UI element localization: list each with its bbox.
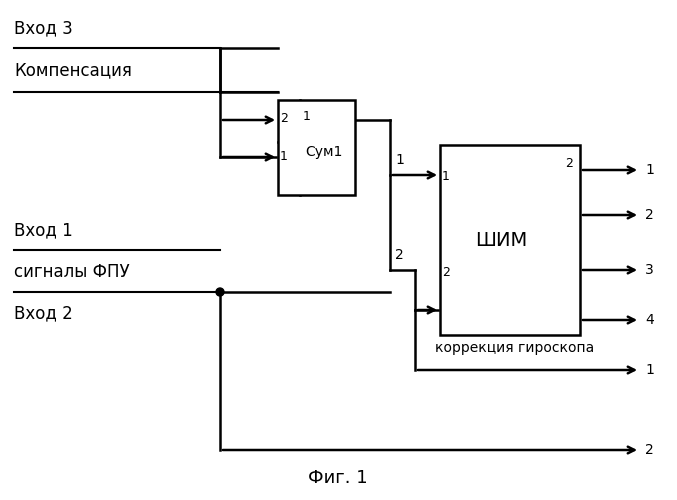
Text: 1: 1 [442, 170, 450, 183]
Bar [278, 100, 355, 195]
Text: 2: 2 [645, 443, 654, 457]
Text: Вход 3: Вход 3 [14, 19, 72, 37]
Bar [440, 145, 580, 335]
Text: 2: 2 [645, 208, 654, 222]
Text: 2: 2 [565, 157, 573, 170]
Text: 1: 1 [303, 110, 311, 123]
Text: 2: 2 [395, 248, 403, 262]
Text: сигналы ФПУ: сигналы ФПУ [14, 263, 129, 281]
Text: ШИМ: ШИМ [475, 230, 527, 250]
Text: 1: 1 [395, 153, 404, 167]
Text: Вход 2: Вход 2 [14, 304, 72, 322]
Text: Сум1: Сум1 [305, 145, 343, 159]
Text: 3: 3 [645, 263, 654, 277]
Text: 1: 1 [280, 150, 288, 164]
Text: 2: 2 [442, 266, 450, 278]
Text: Фиг. 1: Фиг. 1 [308, 469, 368, 487]
Text: 2: 2 [280, 112, 288, 124]
Text: Компенсация: Компенсация [14, 61, 132, 79]
Text: 4: 4 [645, 313, 654, 327]
Text: коррекция гироскопа: коррекция гироскопа [435, 341, 594, 355]
Text: 1: 1 [645, 363, 654, 377]
Circle shape [216, 288, 224, 296]
Text: 1: 1 [645, 163, 654, 177]
Text: Вход 1: Вход 1 [14, 221, 72, 239]
